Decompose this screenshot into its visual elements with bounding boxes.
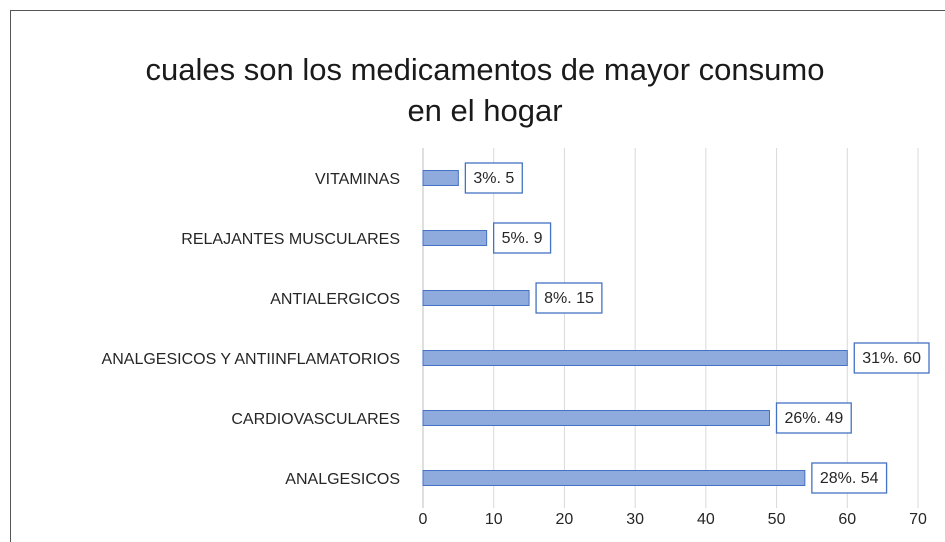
- data-label: 31%. 60: [862, 350, 921, 367]
- x-tick-label: 60: [838, 511, 856, 528]
- data-label: 5%. 9: [502, 230, 543, 247]
- data-label: 8%. 15: [544, 290, 594, 307]
- data-label-box: [853, 342, 930, 374]
- y-tick-label: CARDIOVASCULARES: [231, 411, 400, 428]
- bar: [422, 290, 530, 306]
- x-tick-label: 40: [697, 511, 715, 528]
- x-tick-label: 10: [485, 511, 503, 528]
- y-tick-label: ANTIALERGICOS: [270, 291, 400, 308]
- data-label-box: [811, 462, 888, 494]
- x-tick-label: 20: [556, 511, 574, 528]
- y-tick-label: ANALGESICOS Y ANTIINFLAMATORIOS: [102, 351, 400, 368]
- chart-title: cuales son los medicamentos de mayor con…: [146, 52, 825, 87]
- bar: [422, 470, 806, 486]
- data-label-box: [535, 282, 603, 314]
- y-tick-label: ANALGESICOS: [285, 471, 400, 488]
- x-tick-label: 0: [419, 511, 428, 528]
- data-label-box: [464, 162, 523, 194]
- data-label: 26%. 49: [785, 410, 844, 427]
- data-label-box: [492, 222, 552, 254]
- bar: [422, 410, 770, 426]
- bar: [422, 350, 848, 366]
- x-tick-label: 30: [626, 511, 644, 528]
- bar: [422, 170, 459, 186]
- y-tick-label: VITAMINAS: [315, 171, 400, 188]
- chart-frame: [10, 10, 945, 542]
- x-tick-label: 50: [768, 511, 786, 528]
- data-label: 28%. 54: [820, 470, 879, 487]
- x-tick-label: 70: [909, 511, 927, 528]
- chart-title: en el hogar: [407, 93, 562, 128]
- data-label-box: [775, 402, 852, 434]
- y-tick-label: RELAJANTES MUSCULARES: [181, 231, 400, 248]
- data-label: 3%. 5: [473, 170, 514, 187]
- bar: [422, 230, 488, 246]
